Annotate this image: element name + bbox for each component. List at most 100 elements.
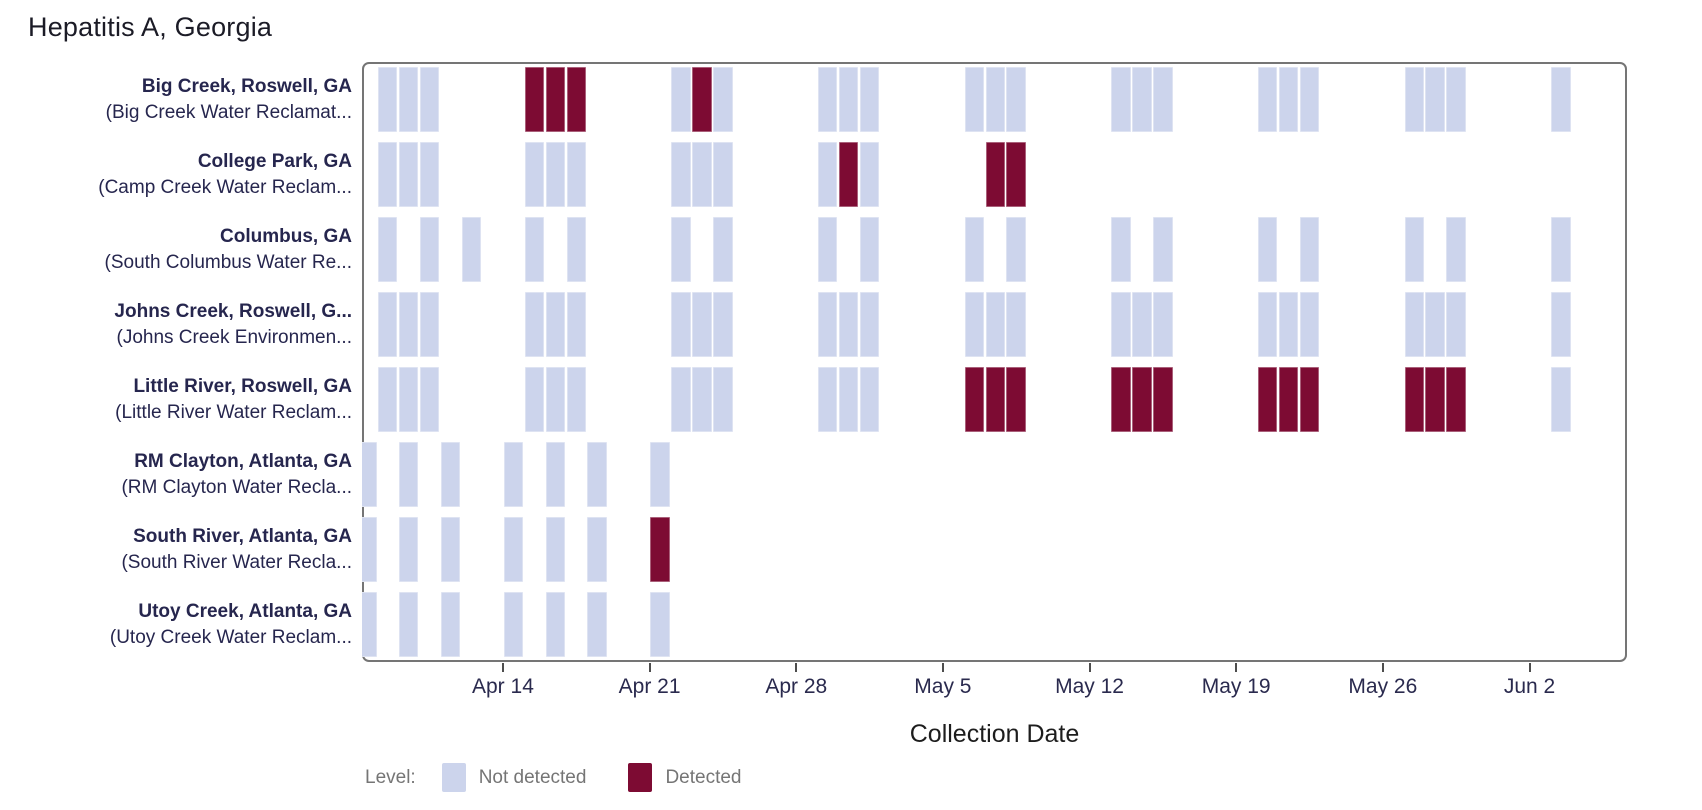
sample-tile-detected[interactable]	[1404, 367, 1424, 432]
sample-tile-not-detected[interactable]	[545, 592, 566, 657]
sample-tile-not-detected[interactable]	[587, 442, 607, 507]
sample-tile-not-detected[interactable]	[671, 142, 691, 207]
sample-tile-not-detected[interactable]	[1299, 217, 1320, 282]
sample-tile-detected[interactable]	[650, 517, 670, 582]
sample-tile-not-detected[interactable]	[985, 292, 1005, 357]
sample-tile-not-detected[interactable]	[671, 367, 691, 432]
sample-tile-not-detected[interactable]	[1278, 292, 1299, 357]
sample-tile-not-detected[interactable]	[566, 142, 586, 207]
sample-tile-not-detected[interactable]	[377, 142, 398, 207]
sample-tile-not-detected[interactable]	[1404, 292, 1424, 357]
sample-tile-detected[interactable]	[838, 142, 859, 207]
sample-tile-not-detected[interactable]	[377, 367, 398, 432]
sample-tile-not-detected[interactable]	[503, 442, 524, 507]
sample-tile-not-detected[interactable]	[1257, 67, 1278, 132]
sample-tile-not-detected[interactable]	[419, 67, 440, 132]
sample-tile-not-detected[interactable]	[524, 217, 545, 282]
sample-tile-not-detected[interactable]	[419, 367, 440, 432]
sample-tile-not-detected[interactable]	[817, 367, 838, 432]
sample-tile-not-detected[interactable]	[1446, 67, 1466, 132]
sample-tile-not-detected[interactable]	[859, 367, 880, 432]
sample-tile-not-detected[interactable]	[362, 517, 377, 582]
sample-tile-not-detected[interactable]	[671, 67, 691, 132]
sample-tile-detected[interactable]	[1132, 367, 1152, 432]
sample-tile-not-detected[interactable]	[692, 142, 712, 207]
sample-tile-not-detected[interactable]	[461, 217, 482, 282]
sample-tile-not-detected[interactable]	[1278, 67, 1299, 132]
sample-tile-not-detected[interactable]	[817, 217, 838, 282]
sample-tile-not-detected[interactable]	[362, 442, 377, 507]
sample-tile-not-detected[interactable]	[545, 367, 566, 432]
sample-tile-not-detected[interactable]	[692, 292, 712, 357]
sample-tile-not-detected[interactable]	[713, 367, 733, 432]
sample-tile-not-detected[interactable]	[985, 67, 1005, 132]
sample-tile-not-detected[interactable]	[1006, 292, 1026, 357]
sample-tile-detected[interactable]	[1006, 367, 1026, 432]
sample-tile-not-detected[interactable]	[398, 592, 419, 657]
sample-tile-detected[interactable]	[545, 67, 566, 132]
sample-tile-not-detected[interactable]	[440, 517, 461, 582]
sample-tile-not-detected[interactable]	[713, 217, 733, 282]
sample-tile-not-detected[interactable]	[1153, 217, 1173, 282]
sample-tile-not-detected[interactable]	[398, 292, 419, 357]
sample-tile-not-detected[interactable]	[440, 442, 461, 507]
sample-tile-not-detected[interactable]	[859, 142, 880, 207]
sample-tile-not-detected[interactable]	[545, 142, 566, 207]
sample-tile-not-detected[interactable]	[566, 292, 586, 357]
sample-tile-not-detected[interactable]	[859, 67, 880, 132]
sample-tile-not-detected[interactable]	[419, 142, 440, 207]
sample-tile-not-detected[interactable]	[964, 67, 985, 132]
sample-tile-not-detected[interactable]	[566, 217, 586, 282]
sample-tile-not-detected[interactable]	[419, 217, 440, 282]
sample-tile-not-detected[interactable]	[1132, 67, 1152, 132]
sample-tile-detected[interactable]	[1446, 367, 1466, 432]
sample-tile-not-detected[interactable]	[1551, 367, 1571, 432]
sample-tile-not-detected[interactable]	[859, 292, 880, 357]
sample-tile-detected[interactable]	[1257, 367, 1278, 432]
sample-tile-not-detected[interactable]	[419, 292, 440, 357]
sample-tile-detected[interactable]	[985, 142, 1005, 207]
sample-tile-not-detected[interactable]	[1299, 292, 1320, 357]
sample-tile-not-detected[interactable]	[1446, 217, 1466, 282]
sample-tile-not-detected[interactable]	[440, 592, 461, 657]
sample-tile-not-detected[interactable]	[1425, 292, 1445, 357]
sample-tile-detected[interactable]	[1299, 367, 1320, 432]
sample-tile-not-detected[interactable]	[398, 367, 419, 432]
sample-tile-not-detected[interactable]	[1111, 292, 1131, 357]
sample-tile-detected[interactable]	[524, 67, 545, 132]
sample-tile-not-detected[interactable]	[650, 592, 670, 657]
sample-tile-not-detected[interactable]	[1551, 67, 1571, 132]
sample-tile-detected[interactable]	[1153, 367, 1173, 432]
sample-tile-not-detected[interactable]	[524, 367, 545, 432]
sample-tile-not-detected[interactable]	[503, 592, 524, 657]
sample-tile-not-detected[interactable]	[587, 517, 607, 582]
sample-tile-detected[interactable]	[1006, 142, 1026, 207]
sample-tile-not-detected[interactable]	[545, 517, 566, 582]
sample-tile-not-detected[interactable]	[838, 67, 859, 132]
sample-tile-not-detected[interactable]	[1111, 217, 1131, 282]
sample-tile-not-detected[interactable]	[1425, 67, 1445, 132]
sample-tile-detected[interactable]	[964, 367, 985, 432]
sample-tile-not-detected[interactable]	[566, 367, 586, 432]
sample-tile-not-detected[interactable]	[524, 142, 545, 207]
sample-tile-not-detected[interactable]	[817, 67, 838, 132]
sample-tile-not-detected[interactable]	[838, 367, 859, 432]
sample-tile-not-detected[interactable]	[503, 517, 524, 582]
sample-tile-not-detected[interactable]	[545, 292, 566, 357]
sample-tile-not-detected[interactable]	[1132, 292, 1152, 357]
sample-tile-not-detected[interactable]	[692, 367, 712, 432]
sample-tile-not-detected[interactable]	[1153, 292, 1173, 357]
sample-tile-not-detected[interactable]	[1404, 217, 1424, 282]
sample-tile-not-detected[interactable]	[1551, 292, 1571, 357]
sample-tile-not-detected[interactable]	[1153, 67, 1173, 132]
sample-tile-not-detected[interactable]	[377, 217, 398, 282]
sample-tile-not-detected[interactable]	[713, 142, 733, 207]
sample-tile-detected[interactable]	[566, 67, 586, 132]
sample-tile-detected[interactable]	[692, 67, 712, 132]
sample-tile-not-detected[interactable]	[650, 442, 670, 507]
sample-tile-detected[interactable]	[985, 367, 1005, 432]
sample-tile-not-detected[interactable]	[398, 142, 419, 207]
sample-tile-not-detected[interactable]	[398, 442, 419, 507]
sample-tile-not-detected[interactable]	[377, 67, 398, 132]
sample-tile-not-detected[interactable]	[587, 592, 607, 657]
